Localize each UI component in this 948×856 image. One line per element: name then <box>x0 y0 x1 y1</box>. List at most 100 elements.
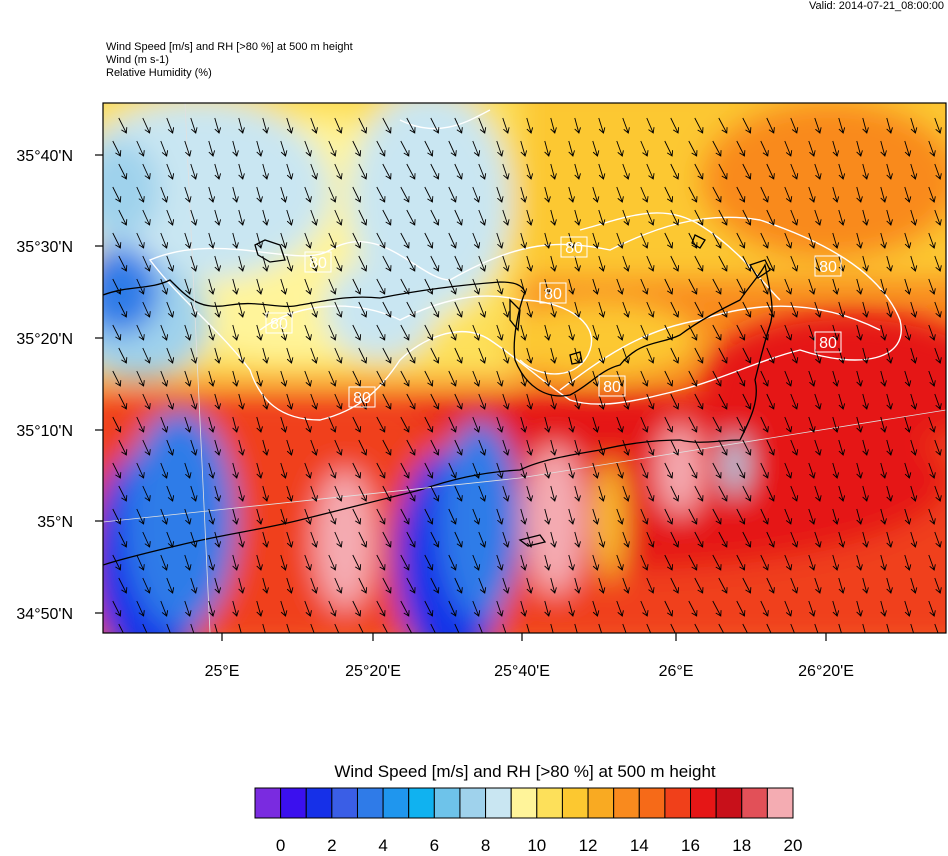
wind-arrow <box>568 278 575 295</box>
wind-arrow <box>424 140 434 157</box>
wind-arrow <box>520 462 528 479</box>
wind-arrow <box>160 186 169 203</box>
wind-arrow <box>118 163 128 180</box>
wind-arrow <box>502 439 510 456</box>
wind-arrow <box>718 531 728 548</box>
wind-arrow <box>334 623 340 633</box>
wind-arrow <box>118 347 128 364</box>
contour-label: 80 <box>270 316 288 333</box>
wind-arrow <box>454 485 463 502</box>
wind-arrow <box>376 370 386 387</box>
wind-arrow <box>544 416 551 433</box>
map-frame <box>102 102 947 634</box>
wind-arrow <box>232 416 239 433</box>
wind-arrow <box>670 347 680 364</box>
wind-arrow <box>814 209 822 226</box>
wind-arrow <box>664 232 674 249</box>
contour-label: 80 <box>819 259 837 276</box>
wind-arrow <box>406 393 416 410</box>
wind-arrow <box>766 117 775 134</box>
wind-arrow <box>688 324 698 341</box>
colorbar-title: Wind Speed [m/s] and RH [>80 %] at 500 m… <box>334 762 716 781</box>
wind-arrow <box>160 462 169 479</box>
wind-arrow <box>928 140 936 157</box>
wind-arrow <box>454 439 463 456</box>
wind-arrow <box>136 140 145 157</box>
wind-arrow <box>256 140 263 157</box>
wind-arrow <box>358 531 368 548</box>
wind-arrow <box>574 623 578 633</box>
wind-arrow <box>118 623 124 633</box>
wind-arrow <box>904 416 912 433</box>
wind-arrow <box>640 600 649 617</box>
wind-arrow <box>886 347 893 364</box>
wind-arrow <box>742 301 752 318</box>
wind-arrow <box>886 393 893 410</box>
wind-arrow <box>136 278 145 295</box>
wind-arrow <box>304 278 312 295</box>
wind-arrow <box>784 186 793 203</box>
wind-arrow <box>622 531 630 548</box>
wind-arrow <box>934 623 939 633</box>
wind-arrow <box>358 301 368 318</box>
wind-arrow <box>472 554 481 571</box>
wind-arrow <box>526 577 534 594</box>
wind-arrow <box>904 140 912 157</box>
wind-arrow <box>214 117 222 134</box>
wind-arrow <box>166 347 175 364</box>
wind-arrow <box>496 232 504 249</box>
wind-arrow <box>406 209 416 226</box>
wind-arrow <box>214 531 222 548</box>
wind-arrow <box>208 324 216 341</box>
wind-arrow <box>334 301 343 318</box>
wind-arrow <box>934 301 942 318</box>
wind-arrow <box>760 140 769 157</box>
wind-arrow <box>718 439 728 456</box>
wind-arrow <box>430 117 440 134</box>
wind-arrow <box>688 278 698 295</box>
wind-arrow <box>712 508 722 525</box>
wind-arrow <box>526 623 530 633</box>
wind-arrow <box>934 117 942 134</box>
wind-arrow <box>382 163 392 180</box>
wind-arrow <box>574 531 581 548</box>
wind-arrow <box>112 370 122 387</box>
wind-arrow <box>262 531 269 548</box>
wind-arrow <box>886 439 893 456</box>
wind-arrow <box>814 439 822 456</box>
wind-arrow <box>640 140 649 157</box>
wind-arrow <box>502 209 510 226</box>
wind-arrow <box>376 554 386 571</box>
wind-arrow <box>496 554 504 571</box>
wind-arrow <box>208 278 216 295</box>
wind-arrow <box>256 370 263 387</box>
wind-arrow <box>448 508 457 525</box>
wind-vectors <box>112 117 942 633</box>
wind-arrow <box>550 347 557 364</box>
wind-arrow <box>934 531 942 548</box>
wind-arrow <box>694 439 704 456</box>
wind-arrow <box>166 393 175 410</box>
wind-arrow <box>856 462 863 479</box>
wind-arrow <box>334 393 343 410</box>
wind-arrow <box>862 623 866 633</box>
wind-arrow <box>232 140 239 157</box>
wind-arrow <box>232 278 239 295</box>
wind-arrow <box>406 163 416 180</box>
wind-arrow <box>382 209 392 226</box>
wind-arrow <box>622 347 630 364</box>
wind-arrow <box>718 163 728 180</box>
wind-arrow <box>208 370 216 387</box>
wind-arrow <box>478 301 487 318</box>
wind-arrow <box>550 531 557 548</box>
wind-arrow <box>448 462 457 479</box>
wind-arrow <box>790 209 799 226</box>
wind-arrow <box>376 140 386 157</box>
wind-arrow <box>454 255 463 272</box>
wind-arrow <box>208 462 216 479</box>
wind-arrow <box>214 623 218 633</box>
wind-arrow <box>190 485 198 502</box>
wind-arrow <box>736 370 746 387</box>
wind-arrow <box>472 462 481 479</box>
wind-arrow <box>238 255 245 272</box>
